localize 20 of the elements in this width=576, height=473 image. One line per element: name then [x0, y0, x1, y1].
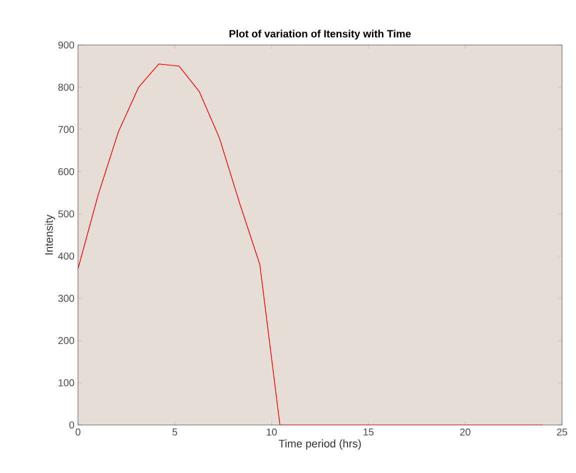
- y-axis-title: Intensity: [44, 214, 56, 254]
- y-tick-label: 600: [58, 168, 74, 176]
- y-tick-label: 0: [69, 421, 74, 429]
- y-tick-label: 700: [58, 126, 74, 133]
- x-tick-label: 10: [266, 428, 277, 436]
- x-tick-label: 0: [76, 428, 80, 436]
- y-tick-label: 800: [58, 84, 74, 91]
- y-tick-label: 200: [58, 337, 74, 344]
- x-tick-label: 25: [556, 428, 568, 436]
- y-tick-label: 300: [58, 294, 74, 302]
- y-tick-label: 500: [58, 210, 74, 218]
- y-tick-label: 100: [58, 379, 74, 386]
- chart-title: Plot of variation of Itensity with Time: [230, 30, 411, 40]
- x-tick-label: 20: [460, 428, 470, 436]
- x-tick-label: 15: [364, 428, 374, 436]
- line-series: [78, 64, 544, 425]
- y-tick-label: 900: [58, 41, 74, 49]
- x-axis-title: Time period (hrs): [278, 439, 361, 450]
- y-tick-label: 400: [58, 252, 74, 260]
- x-tick-label: 5: [172, 428, 178, 436]
